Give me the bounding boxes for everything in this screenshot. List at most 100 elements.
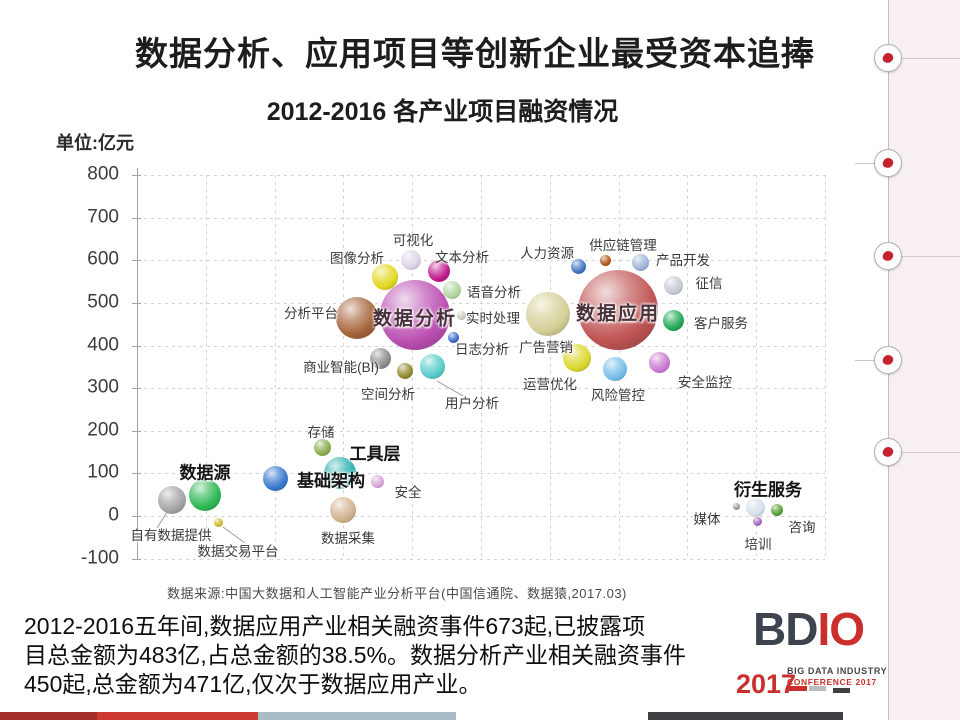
gridline-v [756, 175, 758, 559]
label-空间分析: 空间分析 [361, 387, 415, 402]
y-tick-label: 600 [87, 248, 119, 270]
y-axis-line [137, 168, 138, 560]
bubble-自有数据提供 [158, 485, 186, 514]
bubble-日志分析 [447, 331, 459, 343]
gridline-v [274, 175, 276, 559]
bubble-可视化 [401, 250, 421, 271]
bubble-空间分析 [397, 363, 413, 380]
y-axis-tick [132, 217, 141, 219]
bubble-实时处理 [456, 311, 466, 321]
y-tick-label: -100 [80, 547, 119, 569]
bubble-数据应用 [578, 270, 658, 351]
label-广告营销: 广告营销 [519, 340, 573, 355]
bubble-安全 [370, 475, 384, 489]
y-tick-label: 800 [87, 163, 119, 185]
gridline-v [687, 175, 689, 559]
gridline-v [481, 175, 482, 559]
bubble-产品开发 [631, 254, 649, 272]
logo-bar-dark [833, 688, 850, 693]
gridline-h [137, 558, 825, 560]
label-客户服务: 客户服务 [694, 316, 748, 331]
bubble-风险管控 [603, 357, 627, 382]
summary-line: 目总金额为483亿,占总金额的38.5%。数据分析产业相关融资事件 [24, 642, 686, 668]
gridline-v [343, 175, 345, 559]
bubble-用户分析 [419, 354, 445, 380]
bubble-数据交易平台 [213, 517, 223, 527]
y-tick-label: 300 [87, 376, 119, 398]
label-实时处理: 实时处理 [466, 311, 520, 326]
y-axis-tick [132, 558, 141, 560]
footer-bar [97, 712, 258, 720]
label-语音分析: 语音分析 [467, 285, 521, 300]
y-axis-tick [132, 260, 141, 262]
y-axis-tick [132, 345, 141, 347]
label-图像分析: 图像分析 [330, 251, 384, 266]
label-数据源: 数据源 [179, 463, 231, 483]
bubble-文本分析 [428, 260, 450, 283]
label-日志分析: 日志分析 [455, 342, 509, 357]
bubble-安全监控 [648, 352, 670, 374]
bubble-商业智能(BI) [369, 347, 391, 369]
bdic-logo: BDIO BIG DATA INDUSTRY 2017 CONFERENCE 2… [735, 603, 935, 710]
timeline-connector [900, 452, 960, 453]
timeline-marker [874, 44, 902, 72]
y-tick-label: 700 [87, 206, 119, 228]
bubble-人力资源 [570, 259, 586, 275]
label-基础架构: 基础架构 [297, 471, 365, 491]
chart-title: 2012-2016 各产业项目融资情况 [266, 98, 619, 126]
bubble-图像分析 [372, 264, 398, 291]
timeline-connector [900, 58, 960, 59]
bubble-工具层 [324, 457, 356, 490]
logo-bar-gray [809, 686, 826, 691]
gridline-v [825, 175, 826, 559]
bubble-运营优化 [563, 344, 591, 373]
y-axis-tick [132, 303, 141, 304]
summary-line: 2012-2016五年间,数据应用产业相关融资事件673起,已披露项 [24, 613, 646, 639]
logo-bd-text: BD [753, 603, 818, 655]
logo-bar-red [787, 686, 807, 691]
bdic-logo-wordmark: BDIO [753, 602, 865, 656]
bubble-数据分析 [380, 280, 450, 351]
label-培训: 培训 [744, 537, 772, 552]
y-axis-tick [132, 430, 141, 432]
bubble-衍生服务 [745, 497, 765, 517]
bubble-存储 [313, 439, 331, 457]
y-tick-label: 0 [108, 504, 119, 526]
y-tick-label: 100 [87, 461, 119, 483]
footer-bar [0, 712, 97, 720]
label-征信: 征信 [695, 276, 723, 291]
y-tick-label: 400 [87, 334, 119, 356]
timeline-connector [855, 163, 876, 164]
label-可视化: 可视化 [392, 233, 434, 248]
label-分析平台: 分析平台 [284, 306, 338, 321]
label-安全: 安全 [394, 485, 422, 500]
bubble-征信 [663, 276, 683, 296]
footer-bar [648, 712, 843, 720]
label-运营优化: 运营优化 [523, 377, 577, 392]
logo-tagline-2: CONFERENCE 2017 [787, 677, 877, 687]
label-工具层: 工具层 [349, 444, 401, 464]
label-商业智能(BI): 商业智能(BI) [303, 360, 379, 375]
gridline-v [205, 175, 207, 559]
logo-year: 2017 [736, 669, 797, 699]
timeline-connector [855, 360, 876, 361]
axis-unit-label: 单位:亿元 [56, 133, 134, 153]
gridline-v [412, 175, 414, 559]
y-tick-label: 500 [87, 291, 119, 313]
footer-bar [258, 712, 456, 720]
label-风险管控: 风险管控 [591, 388, 645, 403]
label-媒体: 媒体 [693, 512, 721, 527]
bubble-广告营销 [526, 291, 570, 336]
label-衍生服务: 衍生服务 [734, 480, 802, 500]
bubble-语音分析 [443, 281, 461, 300]
bubble-客户服务 [662, 309, 684, 331]
timeline-marker [874, 149, 902, 177]
label-人力资源: 人力资源 [520, 246, 574, 261]
bubble-供应链管理 [599, 254, 611, 266]
label-数据采集: 数据采集 [321, 531, 375, 546]
summary-text: 2012-2016五年间,数据应用产业相关融资事件673起,已披露项 目总金额为… [24, 612, 686, 699]
label-数据交易平台: 数据交易平台 [197, 544, 279, 559]
bubble-培训 [752, 516, 762, 526]
bubble-媒体 [732, 503, 740, 511]
label-供应链管理: 供应链管理 [589, 238, 657, 253]
